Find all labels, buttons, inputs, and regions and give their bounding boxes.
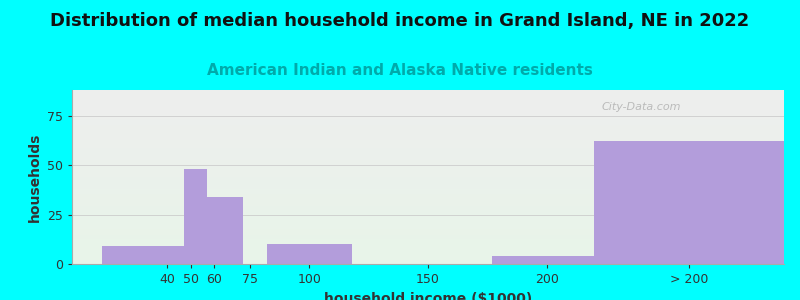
X-axis label: household income ($1000): household income ($1000): [324, 292, 532, 300]
Bar: [492, 256, 594, 264]
Bar: [183, 169, 207, 264]
Text: American Indian and Alaska Native residents: American Indian and Alaska Native reside…: [207, 63, 593, 78]
Y-axis label: households: households: [27, 132, 42, 222]
Bar: [266, 244, 352, 264]
Bar: [594, 141, 784, 264]
Text: Distribution of median household income in Grand Island, NE in 2022: Distribution of median household income …: [50, 12, 750, 30]
Bar: [207, 197, 243, 264]
Bar: [102, 246, 183, 264]
Text: City-Data.com: City-Data.com: [602, 102, 682, 112]
